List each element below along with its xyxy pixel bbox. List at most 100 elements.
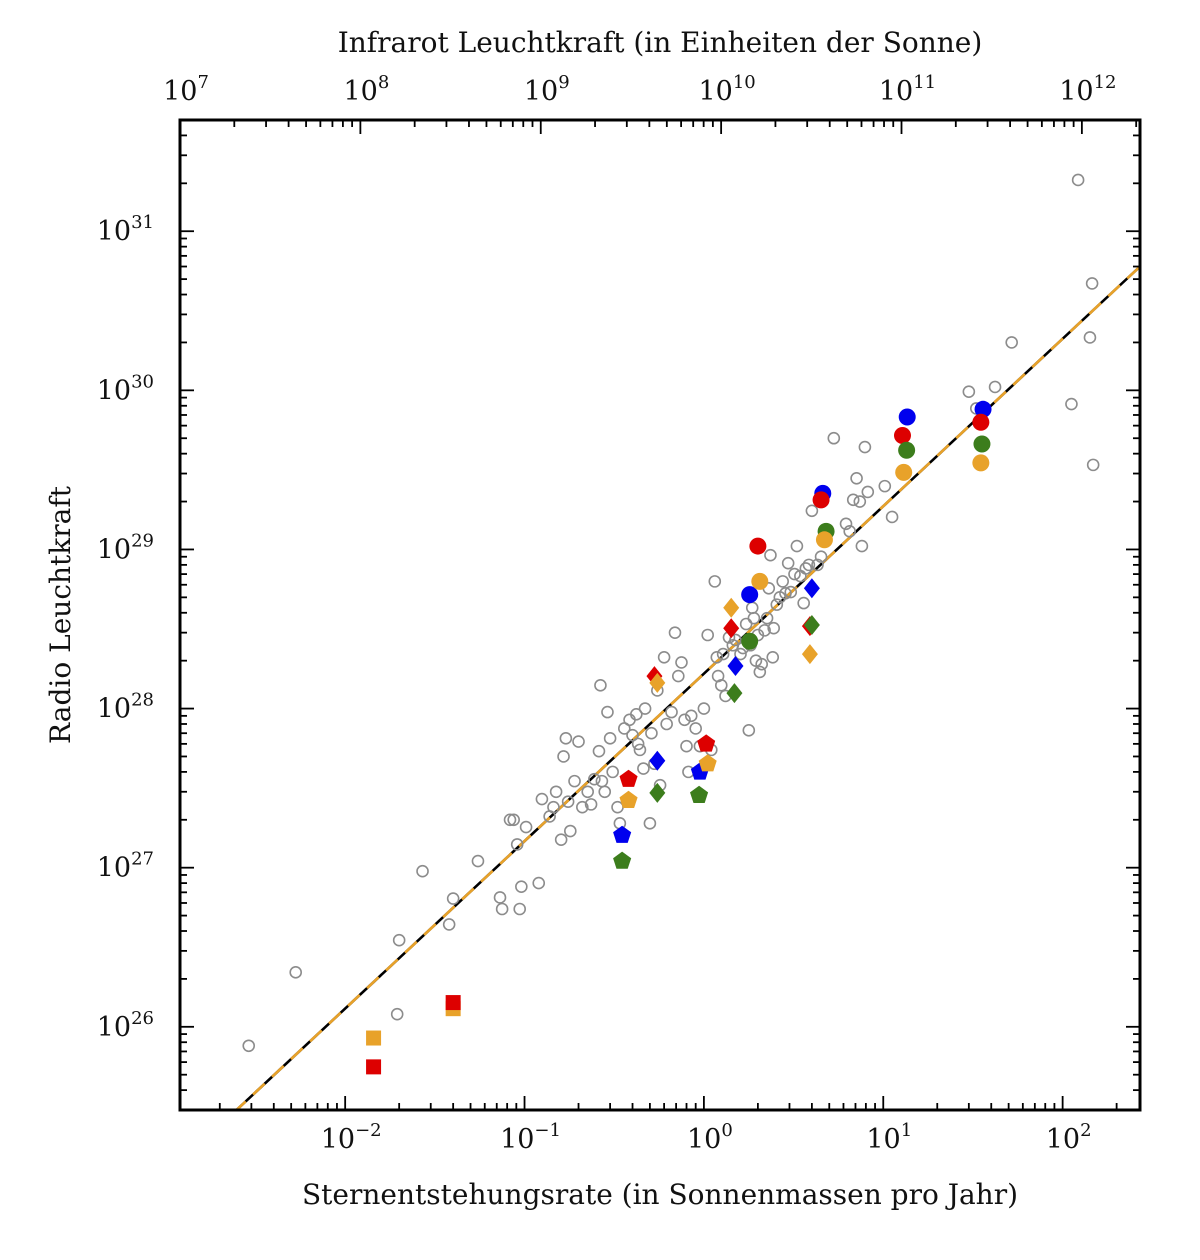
top-tick-label: 107 xyxy=(163,72,209,107)
open-circle-point xyxy=(289,966,303,979)
open-circle-point xyxy=(716,647,730,661)
data-points xyxy=(242,173,1100,1075)
square-point xyxy=(445,995,461,1011)
open-circle-point xyxy=(626,728,639,742)
open-circle-point xyxy=(766,650,780,664)
open-circle-point xyxy=(1083,331,1097,344)
diamond-point xyxy=(649,782,666,803)
pentagon-point xyxy=(698,754,717,772)
open-circle-point xyxy=(684,709,698,723)
open-circle-point xyxy=(1065,397,1078,411)
open-circle-point xyxy=(561,795,575,808)
open-circle-point xyxy=(572,735,585,748)
open-circle-point xyxy=(747,611,761,625)
open-circle-point xyxy=(790,539,804,553)
open-circle-point xyxy=(603,732,617,745)
y-tick-label: 1028 xyxy=(97,690,154,725)
circle-point xyxy=(973,435,991,453)
x-tick-label: 100 xyxy=(687,1120,733,1155)
open-circle-point xyxy=(770,598,784,611)
plot-frame xyxy=(178,118,1142,1112)
y-tick-label: 1031 xyxy=(97,212,154,247)
open-circle-point xyxy=(855,539,869,553)
open-circle-point xyxy=(846,493,860,507)
top-tick-label: 1010 xyxy=(698,72,755,107)
open-circle-point xyxy=(515,880,528,893)
open-circle-point xyxy=(557,750,570,763)
diamond-point xyxy=(649,672,666,693)
pentagon-point xyxy=(690,785,709,803)
plot-background xyxy=(180,120,1140,1110)
open-circle-point xyxy=(755,657,768,671)
pentagon-point xyxy=(613,851,632,869)
open-circle-point xyxy=(532,876,546,890)
open-circle-point xyxy=(668,626,682,639)
open-circle-point xyxy=(885,510,899,524)
circle-point xyxy=(972,454,990,472)
open-circle-point xyxy=(633,743,647,757)
open-circle-point xyxy=(446,892,460,905)
open-circle-point xyxy=(734,647,747,661)
open-circle-point xyxy=(714,679,728,692)
open-circle-point xyxy=(779,587,792,600)
diamond-point xyxy=(726,683,743,704)
open-circle-point xyxy=(554,833,568,846)
open-circle-point xyxy=(797,596,810,610)
pentagon-point xyxy=(697,734,716,752)
open-circle-point xyxy=(764,548,777,562)
open-circle-point xyxy=(643,817,657,830)
open-circle-point xyxy=(1005,336,1018,349)
open-circle-point xyxy=(592,744,606,758)
open-circle-point xyxy=(471,854,485,868)
circle-point xyxy=(893,427,911,445)
open-circle-point xyxy=(503,813,517,827)
pentagon-point xyxy=(619,790,638,808)
open-circle-point xyxy=(535,792,549,806)
open-circle-point xyxy=(392,933,406,947)
open-circle-point xyxy=(776,575,789,588)
diamond-point xyxy=(803,578,820,599)
open-circle-point xyxy=(767,621,780,635)
open-circle-point xyxy=(811,558,824,572)
open-circle-point xyxy=(637,762,650,775)
top-tick-label: 1012 xyxy=(1059,72,1116,107)
diamond-point xyxy=(801,644,818,665)
top-tick-label: 109 xyxy=(524,72,570,107)
pentagon-point xyxy=(619,769,638,787)
circle-point xyxy=(751,572,769,590)
open-circle-point xyxy=(390,1007,404,1021)
square-point xyxy=(366,1059,382,1075)
open-circle-point xyxy=(657,650,671,664)
circle-point xyxy=(895,463,913,481)
y-axis-title: Radio Leuchtkraft xyxy=(44,485,77,744)
open-circle-point xyxy=(442,918,456,931)
open-circle-point xyxy=(507,813,520,827)
open-circle-point xyxy=(853,495,867,508)
square-point xyxy=(366,1030,382,1046)
y-tick-label: 1026 xyxy=(97,1008,154,1043)
open-circle-point xyxy=(660,717,673,731)
circle-point xyxy=(898,408,916,426)
open-circle-point xyxy=(678,713,691,727)
open-circle-point xyxy=(519,820,533,834)
circle-point xyxy=(815,531,833,549)
top-axis-title: Infrarot Leuchtkraft (in Einheiten der S… xyxy=(338,26,983,59)
diamond-point xyxy=(803,615,820,636)
diamond-point xyxy=(727,656,744,677)
open-circle-point xyxy=(598,785,612,799)
open-circle-point xyxy=(510,838,524,851)
open-circle-point xyxy=(606,765,619,779)
open-circle-point xyxy=(581,785,594,799)
open-circle-point xyxy=(802,558,816,572)
circle-point xyxy=(741,586,759,604)
circle-point xyxy=(749,537,767,555)
x-axis-title: Sternentstehungsrate (in Sonnenmassen pr… xyxy=(302,1178,1018,1211)
open-circle-point xyxy=(1085,277,1099,290)
open-circle-point xyxy=(242,1039,256,1053)
open-circle-point xyxy=(814,550,828,564)
open-circle-point xyxy=(645,726,658,740)
open-circle-point xyxy=(988,380,1002,394)
pentagon-point xyxy=(613,825,632,843)
open-circle-point xyxy=(630,708,643,721)
x-tick-label: 10−2 xyxy=(321,1120,382,1155)
